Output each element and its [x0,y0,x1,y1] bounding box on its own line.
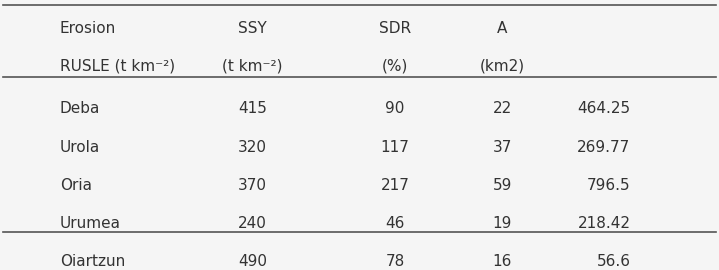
Text: 78: 78 [385,254,405,269]
Text: Urola: Urola [60,140,100,154]
Text: SSY: SSY [238,21,267,36]
Text: 796.5: 796.5 [587,178,631,193]
Text: 217: 217 [381,178,410,193]
Text: 320: 320 [238,140,267,154]
Text: 46: 46 [385,216,405,231]
Text: 464.25: 464.25 [577,101,631,116]
Text: 117: 117 [381,140,410,154]
Text: A: A [497,21,508,36]
Text: Erosion: Erosion [60,21,116,36]
Text: 22: 22 [493,101,512,116]
Text: 370: 370 [238,178,267,193]
Text: 415: 415 [238,101,267,116]
Text: 56.6: 56.6 [597,254,631,269]
Text: 269.77: 269.77 [577,140,631,154]
Text: 490: 490 [238,254,267,269]
Text: Deba: Deba [60,101,100,116]
Text: 218.42: 218.42 [577,216,631,231]
Text: 37: 37 [493,140,512,154]
Text: Urumea: Urumea [60,216,121,231]
Text: Oiartzun: Oiartzun [60,254,125,269]
Text: 90: 90 [385,101,405,116]
Text: (t km⁻²): (t km⁻²) [222,58,283,73]
Text: 19: 19 [493,216,512,231]
Text: RUSLE (t km⁻²): RUSLE (t km⁻²) [60,58,175,73]
Text: (km2): (km2) [480,58,525,73]
Text: Oria: Oria [60,178,92,193]
Text: 59: 59 [493,178,512,193]
Text: 16: 16 [493,254,512,269]
Text: (%): (%) [382,58,408,73]
Text: SDR: SDR [379,21,411,36]
Text: 240: 240 [238,216,267,231]
